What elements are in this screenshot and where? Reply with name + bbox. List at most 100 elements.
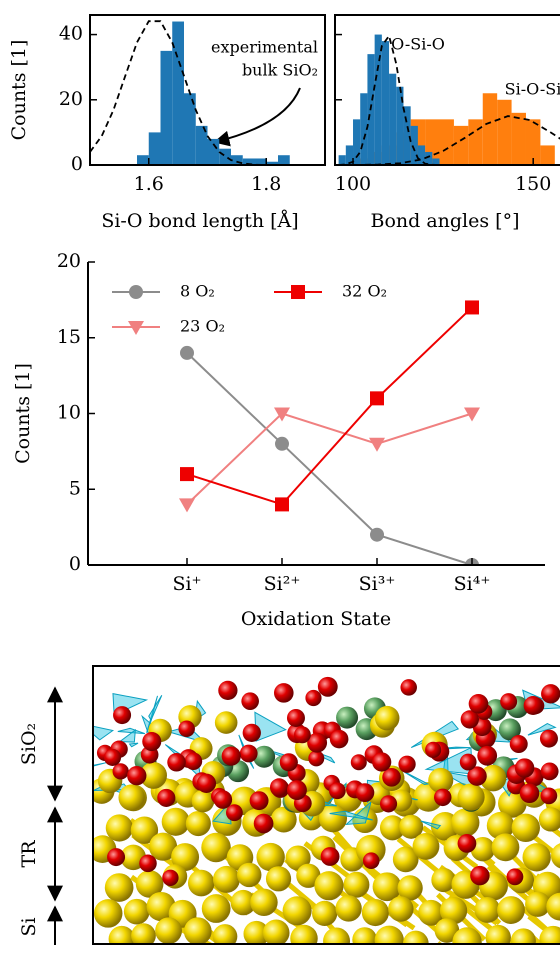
histogram-bar — [439, 119, 454, 165]
o-atom — [305, 689, 322, 707]
o-atom — [362, 852, 380, 869]
histogram-bar — [160, 50, 173, 165]
o-atom — [242, 723, 261, 742]
si-atom — [185, 810, 211, 837]
o-atom — [279, 753, 298, 772]
marker — [274, 407, 290, 422]
tetrahedron — [527, 723, 557, 736]
histogram-bar — [207, 138, 220, 165]
series-line — [186, 352, 473, 565]
histogram-bar — [219, 148, 231, 165]
si-atom — [187, 869, 215, 897]
series-line — [186, 306, 473, 506]
legend-marker — [129, 285, 143, 299]
histogram-bar — [172, 21, 184, 165]
legend-label: 8 O₂ — [180, 282, 215, 301]
tetrahedron — [118, 728, 136, 743]
y-tick-label: 5 — [69, 477, 81, 499]
si-atom — [399, 814, 424, 839]
si-atom — [256, 842, 285, 872]
bond — [436, 943, 438, 944]
si-atom — [497, 896, 525, 924]
tetrahedron — [146, 695, 158, 733]
si-atom — [485, 924, 511, 944]
o-atom — [142, 732, 162, 752]
o-atom — [139, 854, 157, 873]
legend-marker — [291, 285, 305, 299]
si-atom — [243, 920, 270, 944]
annotation: experimental — [211, 38, 318, 57]
histogram-bar — [266, 161, 278, 165]
x-tick-label: 1.8 — [251, 173, 281, 195]
o-atom — [477, 745, 498, 766]
si-atom — [161, 807, 190, 836]
si-atom — [498, 789, 527, 818]
histogram-bar — [360, 93, 368, 165]
bond — [95, 949, 141, 960]
si-atom — [397, 875, 423, 901]
histogram-bar — [345, 145, 354, 165]
o-atom — [213, 790, 233, 809]
chart: 0 20 40 Counts [1] Si-O bond length [Å] 1.6 1.… — [8, 14, 326, 232]
histogram-bar — [403, 106, 411, 165]
o-atom — [540, 762, 559, 781]
tetrahedron — [128, 742, 139, 748]
plot-frame — [334, 14, 560, 166]
si-atom — [388, 896, 414, 922]
structure-frame — [92, 665, 560, 945]
si-atom — [428, 767, 454, 793]
o-atom — [433, 788, 452, 807]
o-atom — [112, 763, 129, 780]
bond — [407, 949, 457, 960]
si-atom — [335, 895, 362, 922]
si-atom — [352, 807, 378, 834]
bond — [475, 956, 518, 960]
reference-curve — [335, 115, 560, 165]
histogram-bar — [453, 125, 469, 165]
bond — [482, 948, 540, 960]
o-atom — [459, 753, 477, 771]
si-atom — [372, 872, 402, 902]
o-atom — [293, 726, 311, 744]
plot-area — [335, 33, 560, 165]
x-tick-label: Si²⁺ — [264, 573, 301, 595]
o-atom — [127, 766, 147, 786]
si-atom — [452, 927, 482, 944]
si-atom — [155, 917, 182, 944]
o-atom — [308, 750, 325, 767]
si-atom — [108, 925, 135, 944]
si-atom — [474, 897, 501, 923]
o-atom — [372, 752, 392, 772]
si-center-atom — [253, 745, 276, 768]
si-atom — [318, 804, 348, 833]
o-atom — [221, 746, 241, 766]
structure-image — [93, 676, 560, 960]
o-atom — [286, 708, 305, 727]
si-atom — [105, 814, 133, 842]
si-atom — [104, 873, 134, 902]
o-atom — [320, 847, 340, 866]
x-axis-label: Si-O bond length [Å] — [101, 210, 298, 232]
plot-frame — [89, 14, 326, 166]
histogram-bar — [195, 125, 208, 165]
series-label: O-Si-O — [391, 35, 445, 54]
histogram-bar — [242, 158, 255, 165]
o-atom — [307, 732, 328, 753]
marker — [275, 436, 289, 451]
x-axis-label: Bond angles [°] — [370, 210, 519, 232]
si-atom — [312, 900, 338, 927]
x-tick-label: Si⁴⁺ — [454, 573, 491, 595]
tetrahedron — [329, 810, 373, 821]
histogram-bar — [374, 34, 382, 165]
o-atom — [539, 729, 558, 748]
y-tick-label: 10 — [57, 402, 81, 424]
o-atom — [382, 767, 401, 787]
histogram-bar — [338, 155, 346, 165]
o-atom — [509, 735, 528, 754]
region-label: SiO₂ — [18, 723, 40, 765]
si-atom — [486, 811, 515, 840]
o-atom — [178, 720, 195, 738]
o-atom — [162, 869, 179, 887]
